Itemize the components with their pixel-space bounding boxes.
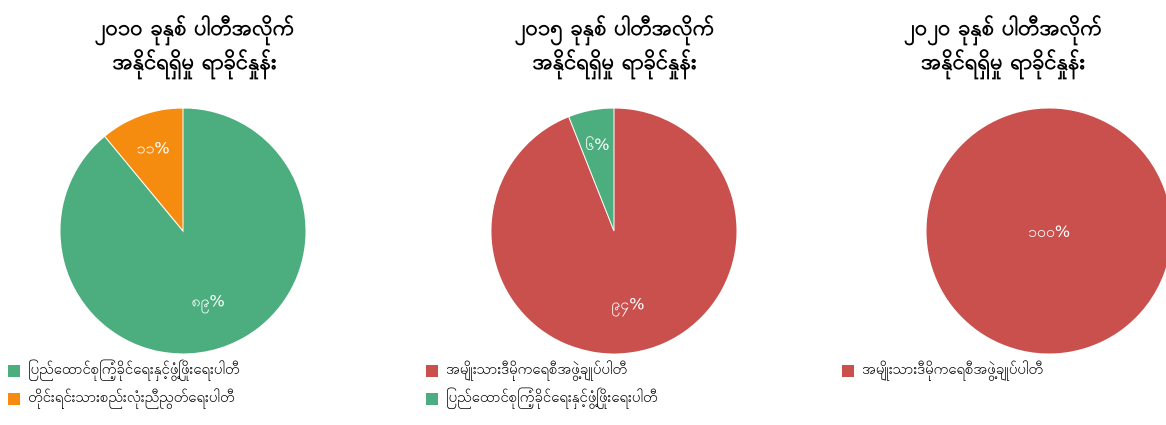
legend-2015: အမျိုးသားဒီမိုကရေစီအဖွဲ့ချုပ်ပါတီ ပြည်ထေ… — [426, 360, 658, 416]
legend-swatch — [426, 365, 438, 377]
data-label: ၉၄% — [611, 295, 644, 317]
legend-swatch — [842, 365, 854, 377]
legend-item: ပြည်ထောင်စုကြံ့ခိုင်ရေးနှင့်ဖွံ့ဖြိုးရေး… — [8, 360, 240, 382]
pie-chart-2015: ၉၄% ၆% — [490, 107, 738, 355]
chart-title-line-2: အနိုင်ရရှိမှု ရာခိုင်နှုန်း — [921, 50, 1085, 75]
legend-2010: ပြည်ထောင်စုကြံ့ခိုင်ရေးနှင့်ဖွံ့ဖြိုးရေး… — [8, 360, 240, 416]
pie-chart-2010: ၈၉% ၁၁% — [59, 107, 307, 355]
legend-item: အမျိုးသားဒီမိုကရေစီအဖွဲ့ချုပ်ပါတီ — [426, 360, 658, 382]
legend-label: ပြည်ထောင်စုကြံ့ခိုင်ရေးနှင့်ဖွံ့ဖြိုးရေး… — [28, 360, 240, 378]
chart-title-line-2: အနိုင်ရရှိမှု ရာခိုင်နှုန်း — [532, 50, 697, 75]
legend-label: တိုင်းရင်းသားစည်းလုံးညီညွတ်ရေးပါတီ — [28, 388, 235, 406]
legend-item: တိုင်းရင်းသားစည်းလုံးညီညွတ်ရေးပါတီ — [8, 388, 240, 410]
data-label: ၆% — [585, 135, 609, 154]
data-label: ၁၁% — [136, 139, 169, 158]
chart-title-line-1: ၂၀၁၅ ခုနှစ် ပါတီအလိုက် — [514, 16, 715, 41]
chart-title-line-1: ၂၀၂၀ ခုနှစ် ပါတီအလိုက် — [904, 16, 1102, 41]
legend-swatch — [8, 393, 20, 405]
legend-label: အမျိုးသားဒီမိုကရေစီအဖွဲ့ချုပ်ပါတီ — [862, 360, 1044, 378]
pie-chart-2020: ၁၀၀% — [925, 107, 1166, 355]
legend-label: အမျိုးသားဒီမိုကရေစီအဖွဲ့ချုပ်ပါတီ — [446, 360, 628, 378]
chart-title-2015: ၂၀၁၅ ခုနှစ် ပါတီအလိုက် အနိုင်ရရှိမှု ရာခ… — [420, 12, 809, 80]
chart-title-2010: ၂၀၁၀ ခုနှစ် ပါတီအလိုက် အနိုင်ရရှိမှု ရာခ… — [0, 12, 389, 80]
pie-panel-2010: ၂၀၁၀ ခုနှစ် ပါတီအလိုက် အနိုင်ရရှိမှု ရာခ… — [0, 0, 389, 425]
pie-panel-2015: ၂၀၁၅ ခုနှစ် ပါတီအလိုက် အနိုင်ရရှိမှု ရာခ… — [420, 0, 809, 425]
pie-slice — [103, 107, 184, 233]
pie-slice — [568, 107, 615, 232]
chart-title-line-1: ၂၀၁၀ ခုနှစ် ပါတီအလိုက် — [94, 16, 295, 41]
data-label: ၈၉% — [191, 291, 224, 313]
chart-title-line-2: အနိုင်ရရှိမှု ရာခိုင်နှုန်း — [112, 50, 277, 75]
legend-swatch — [426, 393, 438, 405]
data-label: ၁၀၀% — [1028, 222, 1070, 241]
legend-label: ပြည်ထောင်စုကြံ့ခိုင်ရေးနှင့်ဖွံ့ဖြိုးရေး… — [446, 388, 658, 406]
legend-item: အမျိုးသားဒီမိုကရေစီအဖွဲ့ချုပ်ပါတီ — [842, 360, 1043, 382]
pie-slice — [925, 107, 1166, 355]
pie-panel-2020: ၂၀၂၀ ခုနှစ် ပါတီအလိုက် အနိုင်ရရှိမှု ရာခ… — [840, 0, 1166, 425]
legend-swatch — [8, 365, 20, 377]
legend-2020: အမျိုးသားဒီမိုကရေစီအဖွဲ့ချုပ်ပါတီ — [842, 360, 1043, 388]
legend-item: ပြည်ထောင်စုကြံ့ခိုင်ရေးနှင့်ဖွံ့ဖြိုးရေး… — [426, 388, 658, 410]
chart-title-2020: ၂၀၂၀ ခုနှစ် ပါတီအလိုက် အနိုင်ရရှိမှု ရာခ… — [840, 12, 1166, 80]
